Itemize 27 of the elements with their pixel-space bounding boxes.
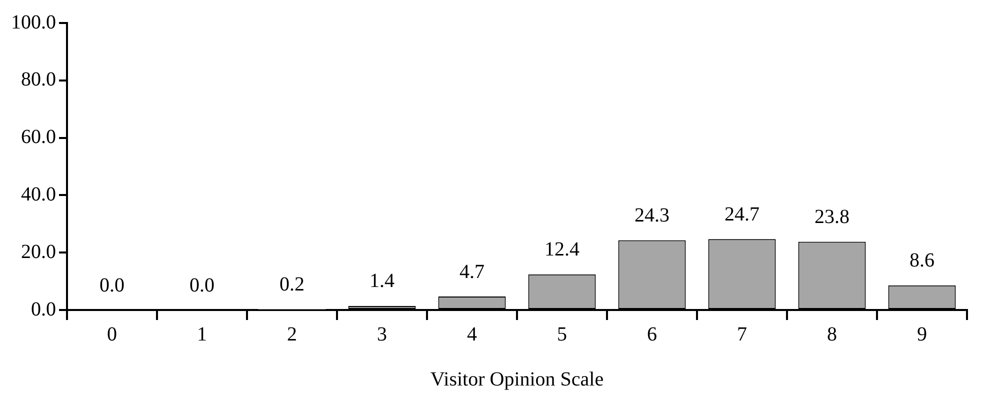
x-tick-label: 6: [647, 323, 657, 346]
x-tick-label: 4: [467, 323, 477, 346]
data-label: 8.6: [910, 250, 934, 272]
data-label: 12.4: [544, 238, 580, 261]
data-label: 0.2: [280, 274, 304, 296]
x-tick-label: 5: [557, 323, 567, 346]
data-label: 1.4: [370, 270, 394, 292]
y-tick-label: 80.0: [21, 68, 56, 91]
data-label: 4.7: [460, 260, 484, 283]
x-tick-label: 7: [737, 323, 747, 346]
data-label: 0.0: [100, 274, 124, 296]
data-label: 24.3: [634, 204, 670, 227]
y-tick-label: 100.0: [11, 11, 56, 34]
y-tick-label: 20.0: [21, 240, 56, 263]
data-label: 23.8: [814, 206, 850, 228]
x-tick-label: 8: [827, 323, 837, 346]
x-tick-label: 1: [197, 323, 207, 346]
x-axis-title: Visitor Opinion Scale: [430, 368, 604, 390]
y-tick-label: 40.0: [21, 183, 56, 206]
x-tick-label: 2: [287, 323, 297, 346]
data-label: 24.7: [724, 203, 760, 226]
y-tick-label: 0.0: [31, 298, 56, 320]
x-tick-label: 9: [917, 323, 927, 346]
data-label: 0.0: [190, 274, 214, 296]
x-tick-label: 0: [107, 323, 117, 346]
y-tick-label: 60.0: [21, 126, 56, 148]
x-tick-label: 3: [377, 323, 387, 346]
